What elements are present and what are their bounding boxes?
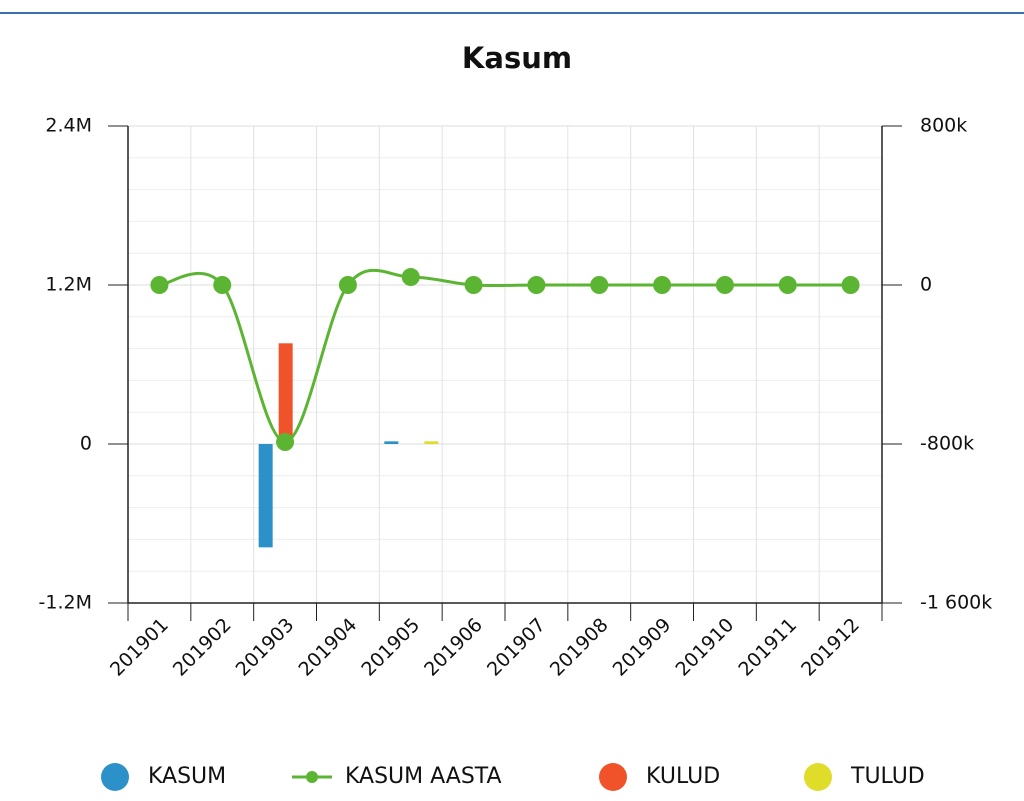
bar — [384, 441, 399, 444]
y-tick-label: 2.4M — [45, 115, 92, 137]
x-tick-label: 201903 — [232, 614, 299, 681]
line-point — [338, 276, 357, 294]
y2-tick-label: 800k — [920, 115, 967, 137]
y-tick-label: 1.2M — [45, 274, 92, 296]
line-point — [276, 433, 295, 452]
legend-marker — [101, 763, 129, 791]
legend-label: KASUM AASTA — [345, 764, 502, 789]
legend-marker — [804, 763, 832, 791]
legend-label: KULUD — [646, 764, 720, 789]
y2-tick-label: -1 600k — [920, 592, 992, 614]
legend-label: KASUM — [148, 764, 226, 789]
bar — [278, 343, 293, 444]
bar — [258, 444, 273, 548]
x-tick-label: 201905 — [357, 614, 424, 681]
line-point — [841, 276, 860, 294]
x-tick-label: 201910 — [671, 614, 738, 681]
line-point — [464, 276, 483, 294]
x-tick-label: 201907 — [483, 614, 550, 681]
y-tick-label: 0 — [80, 433, 92, 455]
line-point — [401, 268, 420, 287]
line-point — [527, 276, 546, 294]
x-tick-label: 201901 — [106, 614, 173, 681]
x-tick-label: 201906 — [420, 614, 487, 681]
line-point — [213, 276, 232, 294]
legend-marker — [306, 771, 318, 783]
line-point — [653, 276, 672, 294]
y-tick-label: -1.2M — [39, 592, 92, 614]
line-point — [715, 276, 734, 294]
x-tick-label: 201909 — [609, 614, 676, 681]
chart-title: Kasum — [462, 41, 572, 75]
x-tick-label: 201912 — [797, 614, 864, 681]
line-point — [590, 276, 609, 294]
x-tick-label: 201904 — [294, 614, 361, 681]
x-tick-label: 201902 — [169, 614, 236, 681]
legend-label: TULUD — [850, 764, 925, 789]
bar — [424, 441, 439, 444]
line-point — [778, 276, 797, 294]
y2-tick-label: -800k — [920, 433, 974, 455]
line-point — [150, 276, 169, 294]
x-tick-label: 201911 — [734, 614, 801, 681]
legend-marker — [599, 763, 627, 791]
y2-tick-label: 0 — [920, 274, 932, 296]
x-tick-label: 201908 — [546, 614, 613, 681]
